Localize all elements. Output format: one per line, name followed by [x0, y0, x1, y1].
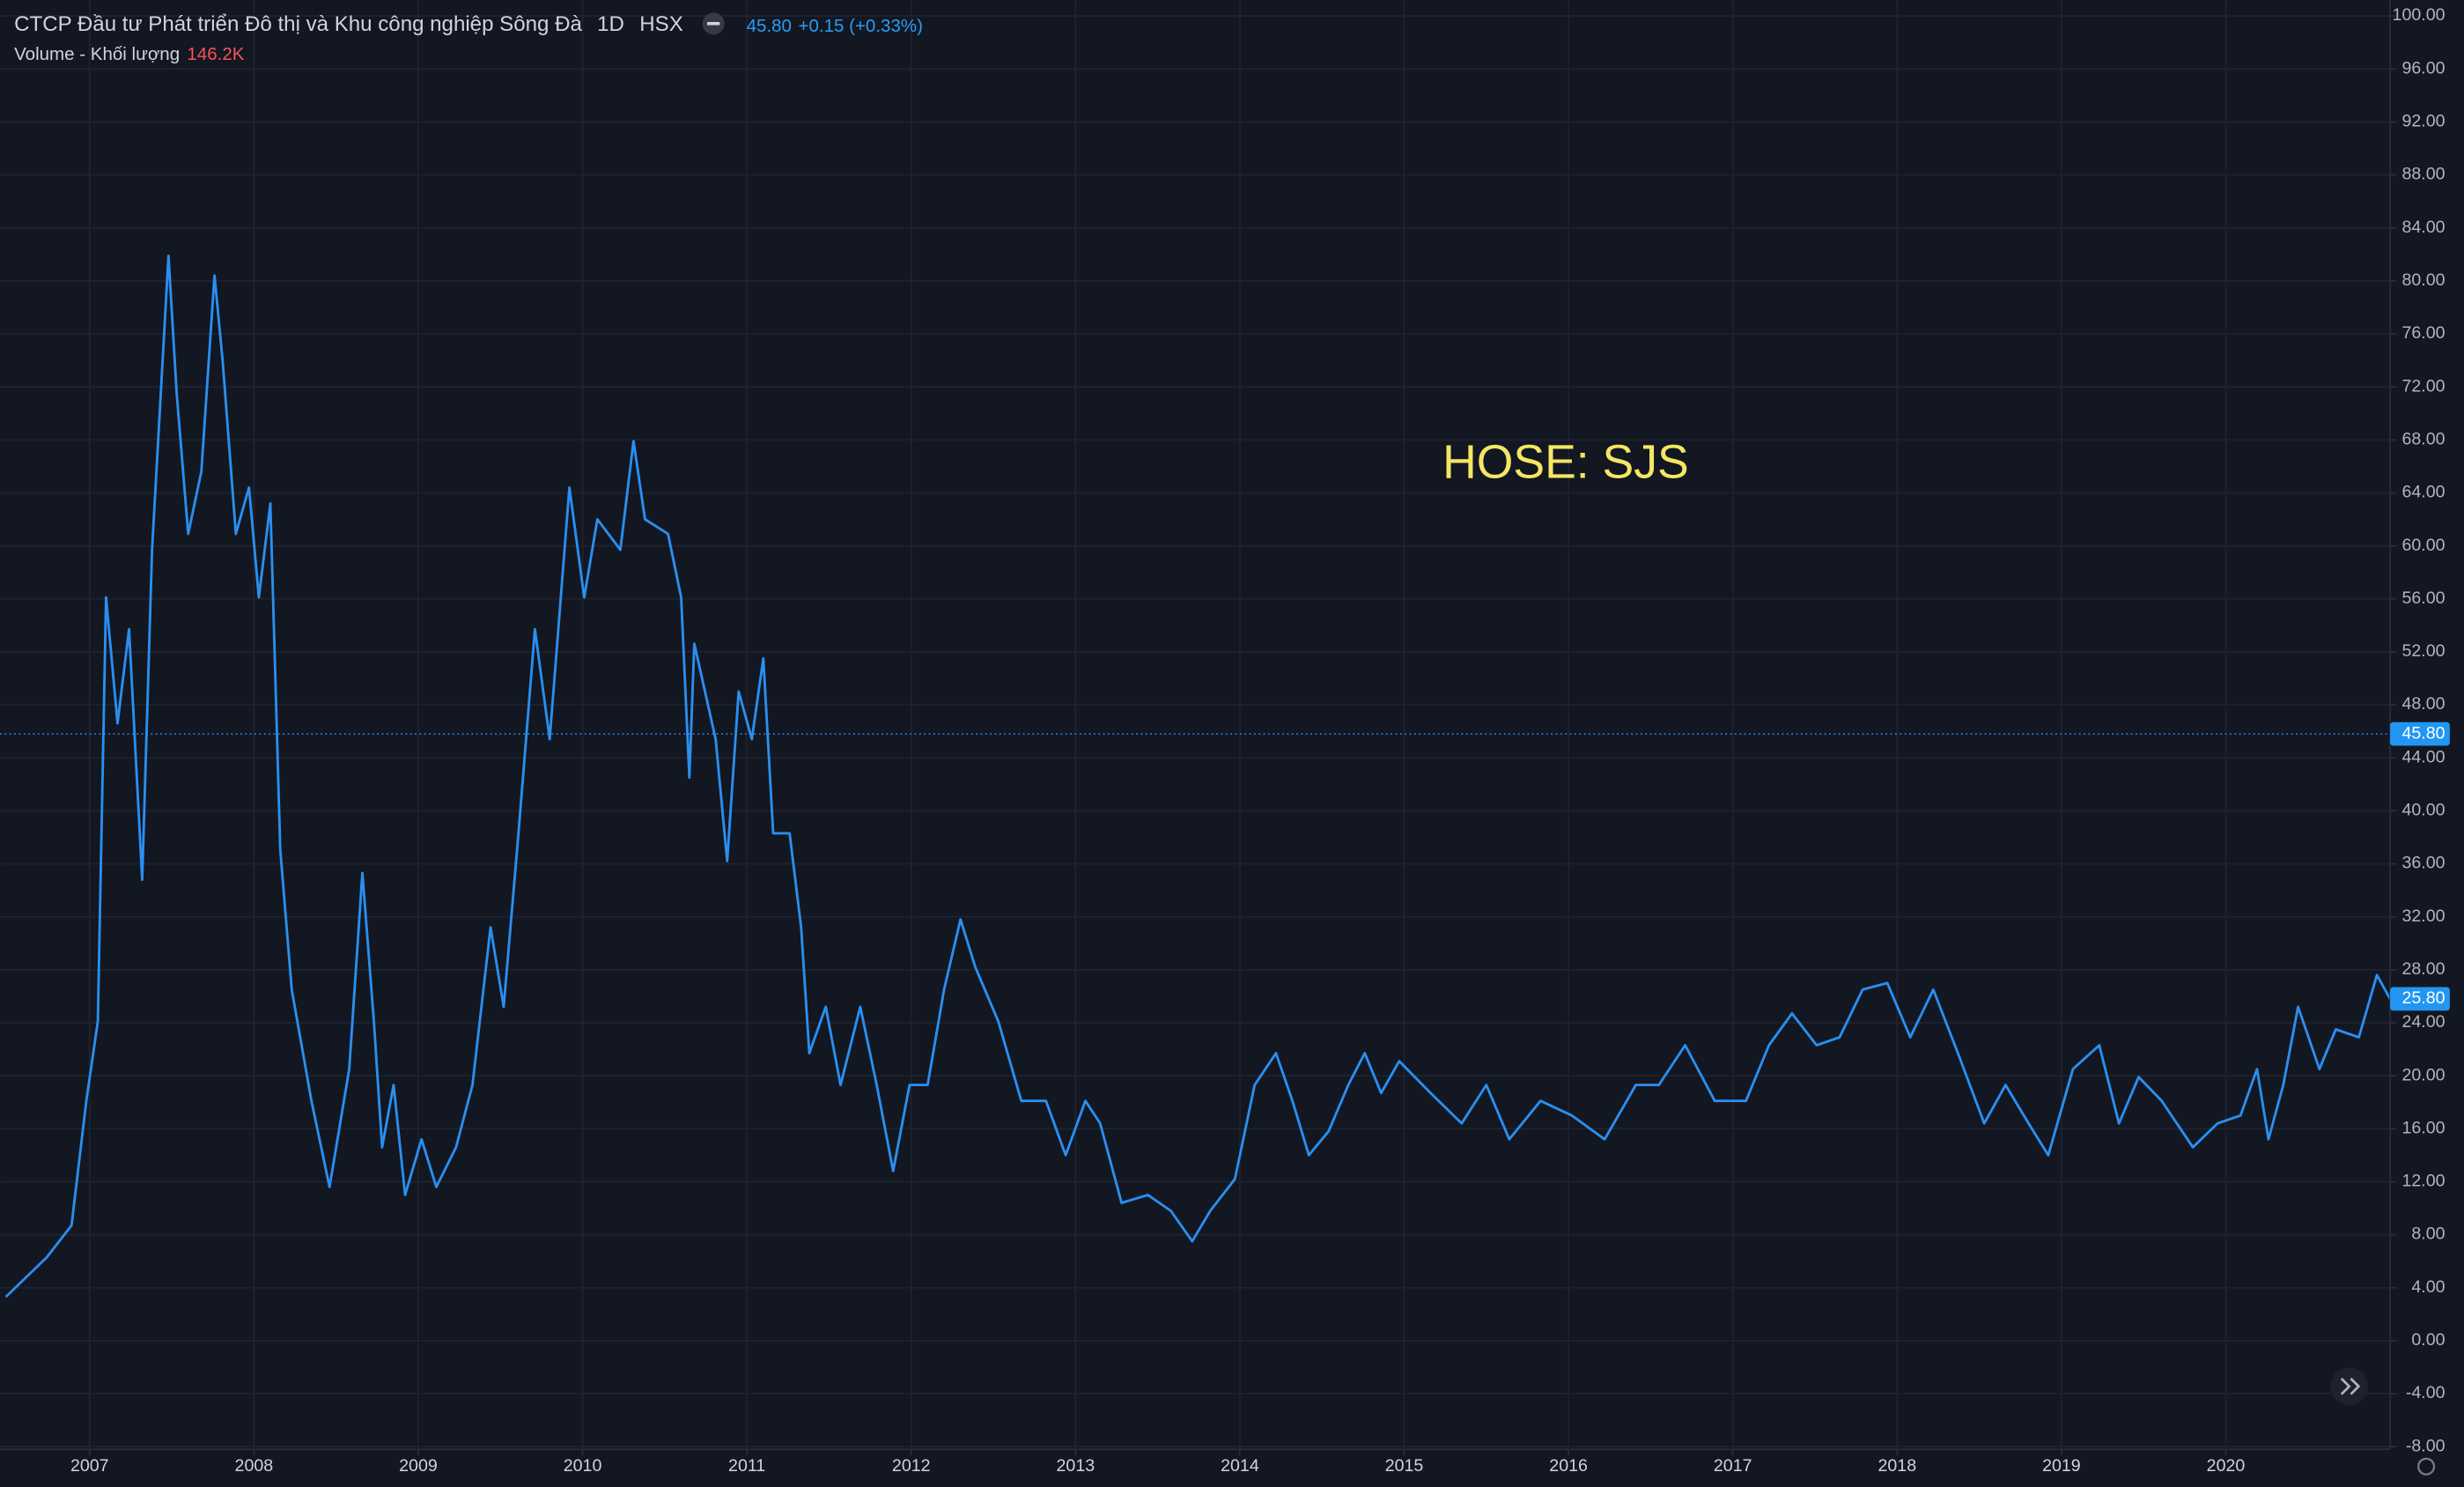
x-tick-label: 2017 [1714, 1456, 1752, 1476]
price-line [4, 254, 2392, 1298]
grid [0, 0, 2391, 1450]
scroll-icon [2340, 1377, 2361, 1395]
x-tick-label: 2013 [1057, 1456, 1096, 1476]
y-tick-label: 100.00 [2393, 5, 2446, 25]
x-tick-label: 2009 [399, 1456, 438, 1476]
plot [0, 254, 2392, 1298]
y-tick-label: 56.00 [2401, 588, 2445, 608]
x-tick-label: 2007 [70, 1456, 109, 1476]
y-tick-label: 32.00 [2401, 906, 2445, 926]
y-tick-label: 28.00 [2401, 959, 2445, 979]
x-tick-label: 2015 [1385, 1456, 1424, 1476]
y-tick-label: 8.00 [2411, 1224, 2445, 1244]
y-tick-label: 16.00 [2401, 1118, 2445, 1137]
y-tick-label: 4.00 [2411, 1277, 2445, 1297]
y-tick-label: 76.00 [2401, 323, 2445, 343]
y-tick-label: -8.00 [2406, 1436, 2446, 1455]
price-marker-label: 45.80 [2401, 723, 2445, 743]
y-tick-label: 92.00 [2401, 112, 2445, 131]
y-tick-label: 72.00 [2401, 376, 2445, 396]
y-tick-label: 0.00 [2411, 1330, 2445, 1350]
y-tick-label: 80.00 [2401, 270, 2445, 290]
volume-value: 146.2K [187, 44, 244, 64]
axes: 100.00 96.00 92.00 88.00 84.00 80.00 76.00 72.0… [70, 5, 2450, 1476]
x-tick-label: 2020 [2207, 1456, 2246, 1476]
y-tick-label: 60.00 [2401, 536, 2445, 555]
interval[interactable]: 1D [597, 12, 624, 36]
price-change: +0.15 (+0.33%) [799, 16, 923, 36]
y-tick-label: 52.00 [2401, 641, 2445, 661]
y-tick-label: 12.00 [2401, 1172, 2445, 1191]
y-tick-label: 88.00 [2401, 165, 2445, 184]
volume-label: Volume - Khối lượng [14, 44, 180, 64]
y-tick-label: 48.00 [2401, 694, 2445, 714]
symbol-title: CTCP Đầu tư Phát triển Đô thị và Khu côn… [14, 12, 582, 36]
y-tick-label: 36.00 [2401, 854, 2445, 873]
y-tick-label: 44.00 [2401, 747, 2445, 766]
last-price: 45.80 [747, 16, 792, 36]
x-tick-label: 2008 [235, 1456, 274, 1476]
y-tick-label: 64.00 [2401, 483, 2445, 502]
y-tick-label: 24.00 [2401, 1012, 2445, 1032]
annotation: HOSE: SJS [1442, 436, 1689, 488]
y-tick-label: 68.00 [2401, 429, 2445, 448]
x-tick-label: 2010 [564, 1456, 602, 1476]
y-tick-label: 84.00 [2401, 218, 2445, 237]
settings-icon[interactable] [2417, 1457, 2436, 1476]
x-tick-label: 2012 [892, 1456, 931, 1476]
x-tick-label: 2014 [1221, 1456, 1259, 1476]
price-marker-box [2390, 721, 2450, 746]
x-tick-label: 2011 [728, 1456, 765, 1476]
y-tick-label: 40.00 [2401, 801, 2445, 820]
x-tick-label: 2018 [1878, 1456, 1916, 1476]
y-tick-label: 96.00 [2401, 58, 2445, 78]
x-tick-label: 2016 [1549, 1456, 1588, 1476]
x-tick-label: 2019 [2042, 1456, 2081, 1476]
exchange: HSX [639, 12, 683, 36]
price-marker-label: 25.80 [2401, 988, 2445, 1008]
y-tick-label: 20.00 [2401, 1065, 2445, 1084]
price-marker-box [2390, 987, 2450, 1011]
y-tick-label: -4.00 [2406, 1383, 2446, 1402]
status-icon-bar [707, 21, 720, 26]
